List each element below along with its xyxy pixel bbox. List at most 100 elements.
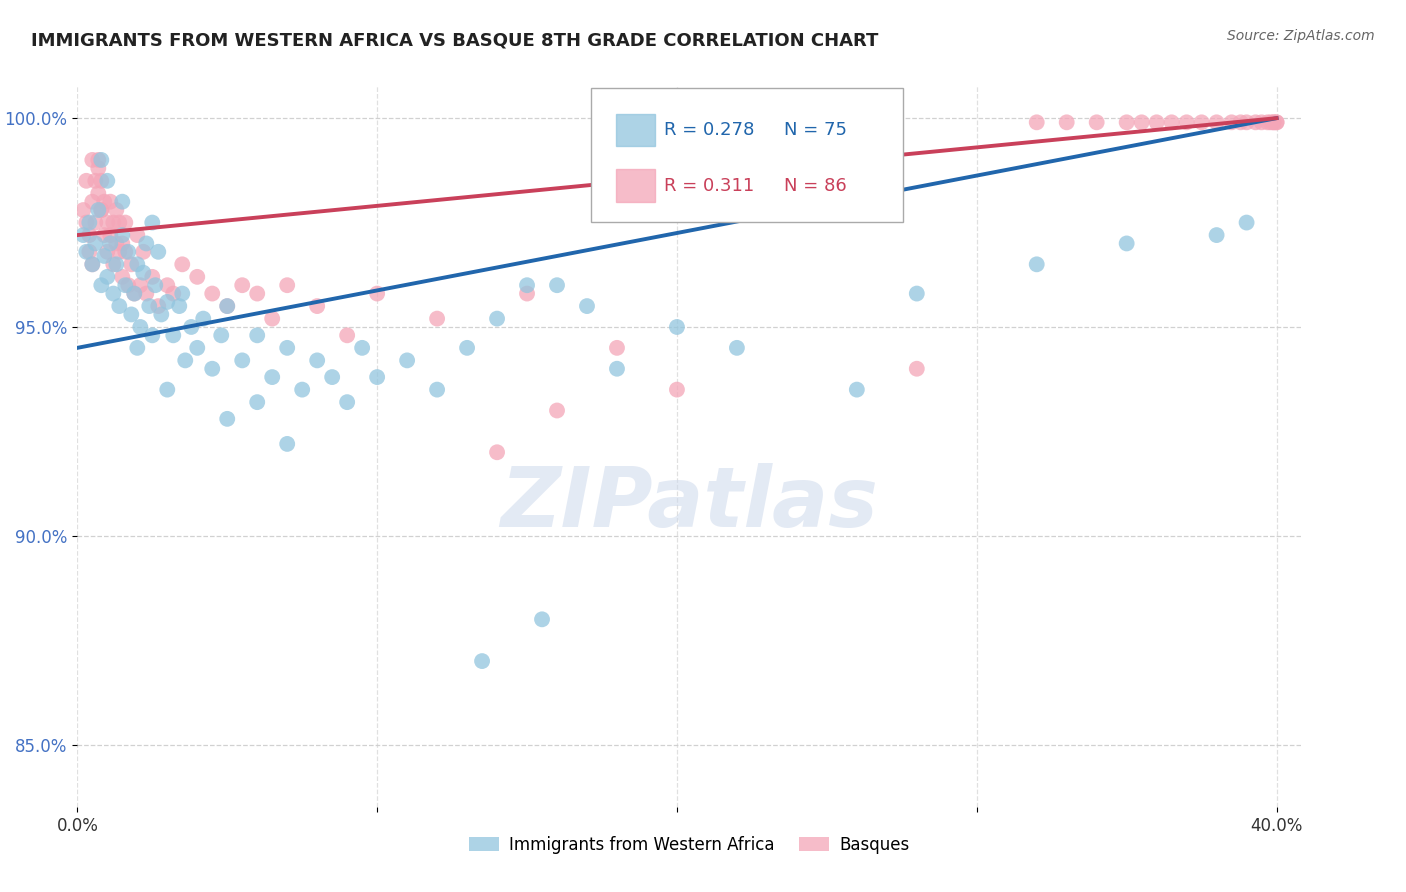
Point (546, 278, 568, 293)
Point (162, 286, 184, 301)
Point (217, 412, 239, 426)
Point (90, 278, 112, 293)
Point (96, 269, 118, 284)
Point (150, 308, 173, 322)
Point (143, 278, 166, 293)
Point (127, 341, 149, 355)
Text: N = 75: N = 75 (785, 120, 848, 138)
Point (180, 320, 202, 334)
Point (129, 320, 152, 334)
Point (120, 257, 142, 271)
Point (111, 236, 134, 251)
Point (148, 299, 170, 313)
Point (98, 228, 121, 243)
Text: N = 86: N = 86 (785, 177, 846, 194)
Point (1130, 115, 1153, 129)
Point (186, 269, 208, 284)
Point (72, 202, 94, 217)
Point (82, 257, 104, 271)
Point (124, 286, 146, 301)
Point (156, 278, 179, 293)
Point (93, 228, 115, 243)
Point (276, 437, 298, 451)
Point (1056, 115, 1078, 129)
Point (87, 186, 110, 201)
Point (1263, 115, 1285, 129)
Text: R = 0.278: R = 0.278 (665, 120, 755, 138)
Point (148, 244, 170, 259)
Point (606, 341, 628, 355)
Point (93, 194, 115, 209)
Point (84, 216, 107, 230)
Point (117, 244, 139, 259)
Point (1257, 115, 1279, 129)
Point (396, 353, 419, 368)
Point (1229, 115, 1251, 129)
Point (276, 341, 298, 355)
Point (1115, 115, 1137, 129)
Point (576, 299, 599, 313)
Point (1175, 115, 1198, 129)
Point (96, 244, 118, 259)
Point (169, 299, 191, 313)
Point (201, 286, 224, 301)
Point (127, 228, 149, 243)
Point (96, 174, 118, 188)
Point (486, 311, 509, 326)
Point (336, 328, 359, 343)
Point (606, 361, 628, 376)
Point (103, 216, 125, 230)
Point (1220, 115, 1243, 129)
Point (366, 370, 388, 384)
Point (108, 244, 131, 259)
Point (231, 353, 253, 368)
Point (426, 311, 449, 326)
Point (105, 202, 128, 217)
Point (111, 194, 134, 209)
Point (117, 278, 139, 293)
Point (90, 202, 112, 217)
Point (129, 278, 152, 293)
Point (246, 286, 269, 301)
Point (135, 286, 157, 301)
Point (209, 328, 232, 343)
Point (1025, 115, 1047, 129)
Point (456, 341, 478, 355)
Text: ZIPatlas: ZIPatlas (501, 463, 877, 544)
Point (1205, 115, 1227, 129)
Point (1205, 228, 1227, 243)
Point (1191, 115, 1213, 129)
Point (103, 286, 125, 301)
Point (72, 228, 94, 243)
Point (127, 257, 149, 271)
Point (75, 244, 97, 259)
Point (1025, 257, 1047, 271)
Point (905, 361, 928, 376)
Bar (616, 113, 655, 146)
Point (174, 353, 197, 368)
Point (79, 216, 101, 230)
Point (471, 654, 494, 668)
Point (111, 269, 134, 284)
Point (141, 216, 163, 230)
Point (307, 299, 329, 313)
Point (516, 286, 538, 301)
Point (141, 269, 163, 284)
Point (516, 278, 538, 293)
Point (84, 236, 107, 251)
Point (114, 216, 136, 230)
Point (352, 341, 374, 355)
Point (103, 257, 125, 271)
Point (262, 311, 284, 326)
Point (93, 249, 115, 263)
Point (75, 216, 97, 230)
Point (114, 244, 136, 259)
Point (108, 216, 131, 230)
Point (246, 328, 269, 343)
Point (105, 257, 128, 271)
Point (1250, 115, 1272, 129)
Point (87, 153, 110, 167)
Point (186, 341, 208, 355)
Point (82, 153, 104, 167)
Point (276, 278, 298, 293)
